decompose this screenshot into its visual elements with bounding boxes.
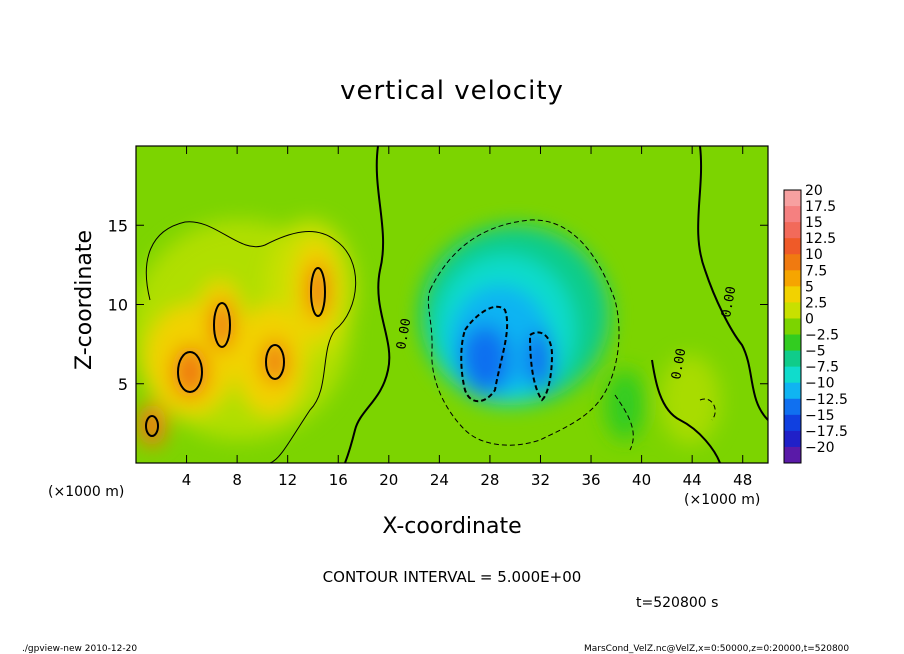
colorbar-swatch [784,366,801,384]
time-stamp: t=520800 s [636,595,719,611]
chart-title: vertical velocity [340,76,564,106]
contour-10-4 [310,267,326,317]
downdraft-core-1 [460,325,510,395]
x-tick-label: 12 [278,471,297,489]
y-axis: 5 10 15 [108,216,768,394]
colorbar-swatch [784,382,801,400]
colorbar-swatch [784,254,801,271]
colorbar-swatch [784,446,801,464]
colorbar-swatch [784,398,801,416]
colorbar-label: 0 [805,311,814,327]
contour-label: 0.00 [719,285,739,318]
colorbar-swatch [784,238,801,255]
colorbar-label: 17.5 [805,199,836,215]
x-axis: 4 8 12 16 20 24 28 32 36 40 44 48 [182,146,752,489]
y-tick-label: 10 [108,296,128,315]
colorbar-label: −5 [805,344,826,360]
contour-10-5 [145,415,159,437]
colorbar-swatch [784,414,801,432]
colorbar-swatch [784,222,801,239]
contour-neg10-1 [460,305,509,403]
footer-right: MarsCond_VelZ.nc@VelZ,x=0:50000,z=0:2000… [584,644,850,654]
velocity-field [136,146,768,463]
contour-10-1 [177,351,203,393]
colorbar-label: −2.5 [805,328,839,344]
colorbar-label: 2.5 [805,295,827,311]
x-tick-label: 44 [683,471,702,489]
colorbar-label: −17.5 [805,424,848,440]
negative-contour-outer [427,219,620,446]
negative-contour-far [699,398,716,421]
x-tick-label: 20 [379,471,398,489]
downdraft-small-right [605,370,645,440]
colorbar-label: 5 [805,279,814,295]
colorbar-swatch [784,350,801,368]
y-tick-label: 15 [108,216,128,235]
x-axis-label: X-coordinate [382,514,522,539]
y-axis-label: Z-coordinate [72,230,97,370]
zero-contour-mid [344,146,391,463]
colorbar-swatch [784,318,801,336]
x-axis-unit: (×1000 m) [684,492,761,508]
colorbar-label: −12.5 [805,392,848,408]
colorbar-frame [783,189,802,464]
x-tick-label: 28 [480,471,499,489]
footer-left: ./gpview-new 2010-12-20 [22,644,138,654]
colorbar-swatch [784,334,801,352]
x-tick-label: 40 [632,471,651,489]
updraft-core-5 [138,403,166,447]
zero-contour-left [145,221,357,463]
zero-contour-right-lower [651,359,721,463]
contour-label: 0.00 [669,347,689,380]
colorbar: 2017.51512.5107.552.50−2.5−5−7.5−10−12.5… [783,183,848,464]
contour-10-3 [265,344,285,380]
contour-label: 0.00 [394,317,414,350]
x-tick-label: 36 [581,471,600,489]
contour-10-2 [213,302,231,348]
x-tick-label: 16 [329,471,348,489]
x-tick-label: 4 [182,471,192,489]
x-tick-label: 48 [733,471,752,489]
colorbar-label: −10 [805,376,835,392]
x-tick-label: 24 [430,471,449,489]
colorbar-label: 10 [805,247,823,263]
colorbar-label: −20 [805,440,835,456]
contour-labels: 0.00 0.00 0.00 [394,285,739,380]
contour-interval: CONTOUR INTERVAL = 5.000E+00 [322,568,582,586]
updraft-small-right [660,355,720,445]
x-tick-label: 32 [531,471,550,489]
colorbar-swatch [784,190,801,207]
zero-contour-right [697,146,768,421]
colorbar-swatch [784,206,801,223]
y-tick-label: 5 [118,375,128,394]
colorbar-swatch [784,286,801,303]
colorbar-swatch [784,302,801,319]
colorbar-label: 7.5 [805,263,827,279]
contour-neg10-2 [529,331,554,402]
colorbar-label: 20 [805,183,823,199]
colorbar-label: −7.5 [805,360,839,376]
colorbar-label: −15 [805,408,835,424]
colorbar-label: 12.5 [805,231,836,247]
downdraft-core-2 [526,330,554,390]
colorbar-swatch [784,430,801,448]
y-axis-unit: (×1000 m) [48,484,125,500]
colorbar-swatch [784,270,801,287]
colorbar-label: 15 [805,215,823,231]
x-tick-label: 8 [232,471,242,489]
